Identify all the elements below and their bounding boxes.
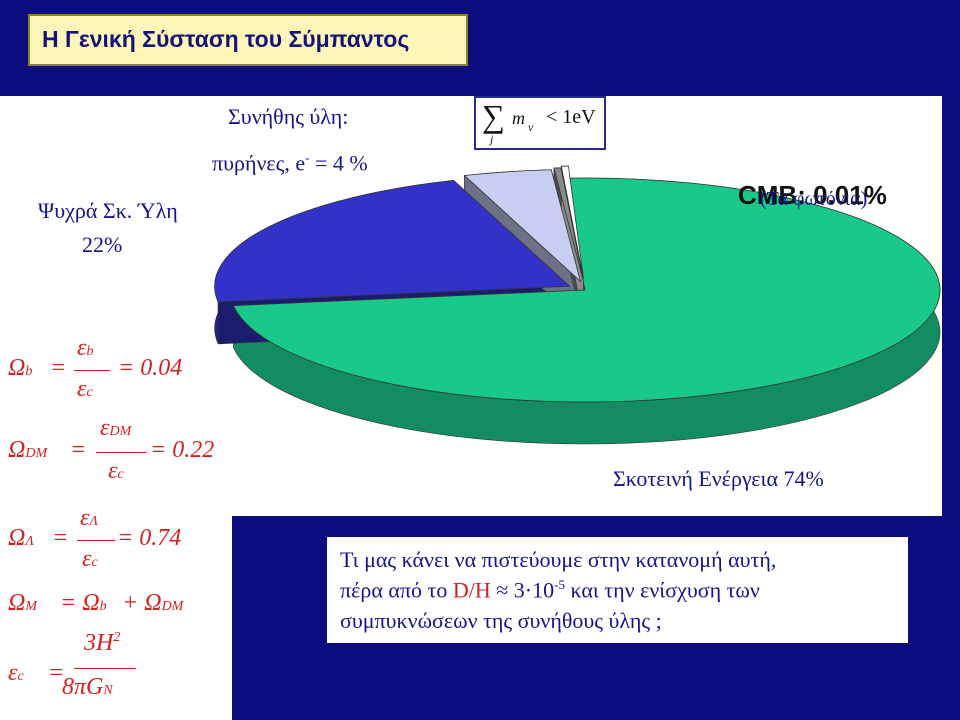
omega-b-eq: = [50, 355, 67, 381]
ordinary-detail-value: = 4 % [309, 150, 368, 176]
omega-b-lhs: Ωb [8, 355, 33, 381]
eps-c-num: 3H2 [84, 630, 121, 656]
omega-l-den: εc [82, 546, 98, 572]
question-line-1: Τι μας κάνει να πιστεύουμε στην κατανομή… [340, 547, 777, 572]
neutrino-sum-label: < 1eV [546, 106, 596, 128]
page-title: Η Γενική Σύσταση του Σύμπαντος [42, 26, 410, 52]
eps-c-lhs: εc [8, 660, 24, 686]
dark-energy-label: Σκοτεινή Ενέργεια 74% [613, 466, 824, 491]
sum-index: j [490, 132, 494, 146]
question-line-2: πέρα από το D/H ≈ 3·10-5 και την ενίσχυσ… [340, 577, 760, 603]
cmb-label: CMB: 0.01% [738, 180, 887, 210]
omega-m-lhs: ΩM [8, 590, 38, 616]
pie-slice-4 [560, 165, 584, 279]
omega-dm-value: = 0.22 [150, 437, 215, 463]
neutrino-nu: ν [528, 120, 534, 134]
eps-c-den: 8πGN [62, 674, 113, 700]
omega-l-num: εΛ [80, 505, 98, 531]
sum-symbol: ∑ [482, 98, 505, 134]
question-line-3: συμπυκνώσεων της συνήθους ύλης ; [340, 608, 662, 633]
eps-c-eq: = [48, 660, 65, 686]
neutrino-mass: m [512, 108, 525, 128]
omega-l-lhs: ΩΛ [8, 525, 34, 551]
cold-dm-label: Ψυχρά Σκ. Ύλη [38, 198, 178, 223]
dh-ratio: D/H [452, 577, 491, 603]
pie-slice-0 [232, 177, 941, 403]
ordinary-label: Συνήθης ύλη: [228, 104, 349, 129]
equations-panel [0, 330, 232, 720]
omega-l-eq: = [52, 525, 69, 551]
omega-b-num: εb [77, 335, 94, 361]
eps-c-fraction-line [74, 668, 136, 669]
omega-l-fraction-line [77, 540, 115, 541]
pie-slice-1 [214, 179, 571, 303]
ordinary-detail: πυρήνες, e- = 4 % [212, 150, 368, 176]
ordinary-detail-text: πυρήνες, e [212, 150, 306, 176]
omega-dm-fraction-line [96, 452, 146, 453]
question-box: Τι μας κάνει να πιστεύουμε στην κατανομή… [325, 535, 910, 645]
omega-m-rhs1: = Ωb [60, 590, 107, 616]
omega-b-fraction-line [74, 370, 110, 371]
omega-dm-eq: = [70, 437, 87, 463]
ordinary-detail-sup: - [305, 150, 310, 165]
omega-b-value: = 0.04 [118, 355, 183, 381]
omega-dm-lhs: ΩDM [8, 437, 48, 463]
omega-b-den: εc [77, 376, 93, 402]
cold-dm-percent: 22% [82, 232, 123, 257]
pie-top [214, 165, 941, 403]
omega-m-rhs2: + ΩDM [122, 590, 184, 616]
omega-l-value: = 0.74 [117, 525, 182, 551]
pie-slice-3 [553, 167, 584, 280]
cmb-sub-label: (Τα φωτόνια) [760, 188, 868, 210]
pie-slice-2 [463, 169, 582, 283]
neutrino-box: ∑ j m ν < 1eV [474, 96, 606, 150]
omega-dm-num: εDM [100, 415, 132, 441]
omega-dm-den: εc [108, 458, 124, 484]
title-box: Η Γενική Σύσταση του Σύμπαντος [28, 14, 468, 66]
